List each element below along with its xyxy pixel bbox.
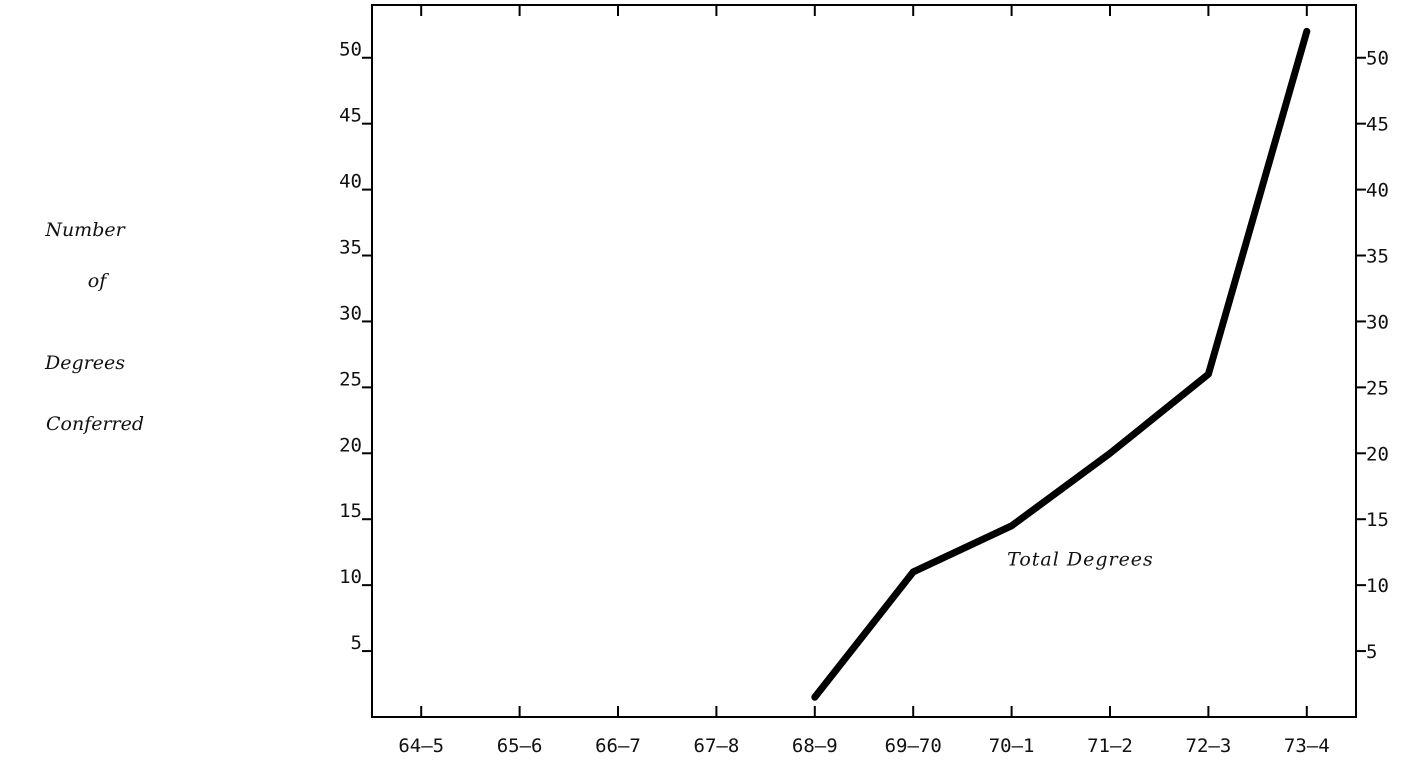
y-tick-label-left: 5 (351, 632, 362, 654)
y-axis-label-line: Degrees (44, 352, 125, 374)
y-tick-label-right: 35 (1366, 246, 1389, 268)
y-tick-label-right: 25 (1366, 377, 1389, 399)
y-tick-label-left: 45 (339, 105, 362, 127)
x-tick-label: 67–8 (694, 735, 740, 757)
x-tick-label: 65–6 (497, 735, 543, 757)
axes: 64–5 65–6 66–7 67–8 68–9 69–70 70–1 71–2 72–3 73–… (339, 5, 1389, 757)
y-axis-label-line: of (88, 270, 109, 292)
y-tick-label-left: 30 (339, 302, 362, 324)
x-tick-label: 66–7 (595, 735, 641, 757)
y-tick-label-left: 15 (339, 500, 362, 522)
series-annotation: Total Degrees (1007, 548, 1154, 570)
x-tick-label: 71–2 (1087, 735, 1133, 757)
x-tick-label: 69–70 (885, 735, 942, 757)
y-tick-label-left: 35 (339, 237, 362, 259)
y-tick-label-right: 15 (1366, 509, 1389, 531)
x-tick-label: 64–5 (398, 735, 444, 757)
x-tick-label: 72–3 (1186, 735, 1232, 757)
y-tick-label-right: 10 (1366, 575, 1389, 597)
y-tick-label-left: 20 (339, 434, 362, 456)
y-tick-label-right: 50 (1366, 48, 1389, 70)
series-group (811, 27, 1311, 701)
y-tick-label-left: 50 (339, 39, 362, 61)
y-axis-label-line: Conferred (46, 413, 144, 435)
y-tick-label-left: 25 (339, 368, 362, 390)
y-tick-label-left: 40 (339, 171, 362, 193)
x-tick-label: 70–1 (989, 735, 1035, 757)
y-tick-label-right: 20 (1366, 443, 1389, 465)
series-line (811, 27, 1311, 701)
y-axis-label: Number of Degrees Conferred (44, 219, 144, 435)
y-tick-label-right: 45 (1366, 114, 1389, 136)
y-axis-label-line: Number (44, 219, 126, 241)
x-tick-label: 73–4 (1284, 735, 1330, 757)
y-tick-label-right: 40 (1366, 180, 1389, 202)
annotations: Total Degrees (1007, 548, 1154, 570)
x-tick-label: 68–9 (792, 735, 838, 757)
plot-frame (371, 4, 1357, 718)
y-tick-label-right: 30 (1366, 311, 1389, 333)
y-tick-label-right: 5 (1366, 641, 1377, 663)
y-tick-label-left: 10 (339, 566, 362, 588)
